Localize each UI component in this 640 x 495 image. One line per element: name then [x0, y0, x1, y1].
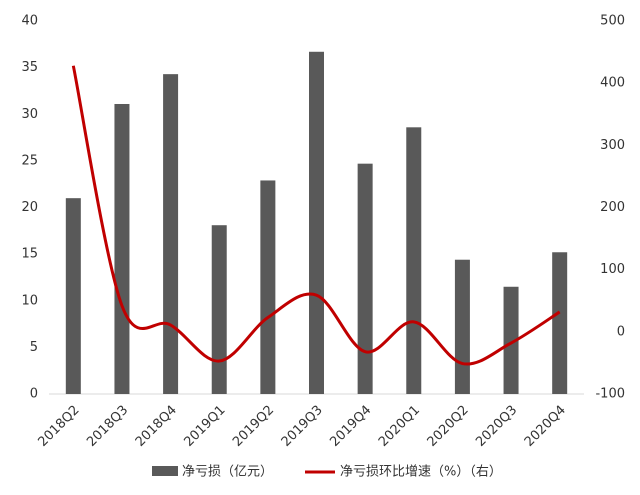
x-tick-label: 2018Q4: [133, 403, 180, 450]
x-tick-label: 2019Q3: [279, 403, 326, 450]
bar: [163, 74, 179, 394]
bar: [309, 51, 324, 395]
x-tick-label: 2020Q3: [473, 403, 520, 450]
y2-tick-label: -100: [595, 387, 625, 402]
bar: [65, 198, 81, 394]
legend-label: 净亏损（亿元）: [182, 465, 273, 480]
line: [71, 65, 561, 366]
y2-tick-label: 500: [600, 14, 625, 29]
bar: [211, 225, 227, 394]
y-tick-label: 0: [30, 387, 38, 402]
bar: [260, 180, 276, 394]
y2-tick-label: 200: [600, 200, 625, 215]
bar: [552, 252, 568, 394]
y-tick-label: 5: [30, 340, 38, 355]
x-tick-label: 2020Q2: [425, 403, 472, 450]
bar: [357, 163, 373, 394]
y2-tick-label: 300: [600, 138, 625, 153]
y2-tick-label: 100: [600, 262, 625, 277]
y-tick-label: 15: [21, 247, 38, 262]
y2-tick-label: 400: [600, 76, 625, 91]
x-tick-label: 2019Q2: [230, 403, 277, 450]
bar: [406, 127, 422, 395]
y-tick-label: 40: [21, 14, 38, 29]
legend-swatch: [152, 466, 178, 476]
x-tick-label: 2019Q4: [327, 403, 374, 450]
y-tick-label: 20: [21, 200, 38, 215]
bar: [114, 103, 130, 395]
x-tick-label: 2020Q1: [376, 403, 423, 450]
y-tick-label: 35: [21, 60, 38, 75]
y2-tick-label: 0: [617, 324, 625, 339]
x-tick-label: 2018Q3: [84, 403, 131, 450]
y-tick-label: 30: [21, 107, 38, 122]
x-tick-label: 2019Q1: [181, 403, 228, 450]
x-tick-label: 2018Q2: [36, 403, 83, 450]
y-tick-label: 10: [21, 293, 38, 308]
y-tick-label: 25: [21, 153, 38, 168]
x-tick-label: 2020Q4: [522, 403, 569, 450]
bar: [454, 259, 470, 394]
bar: [503, 286, 519, 394]
legend-label: 净亏损环比增速（%）（右）: [340, 465, 502, 480]
